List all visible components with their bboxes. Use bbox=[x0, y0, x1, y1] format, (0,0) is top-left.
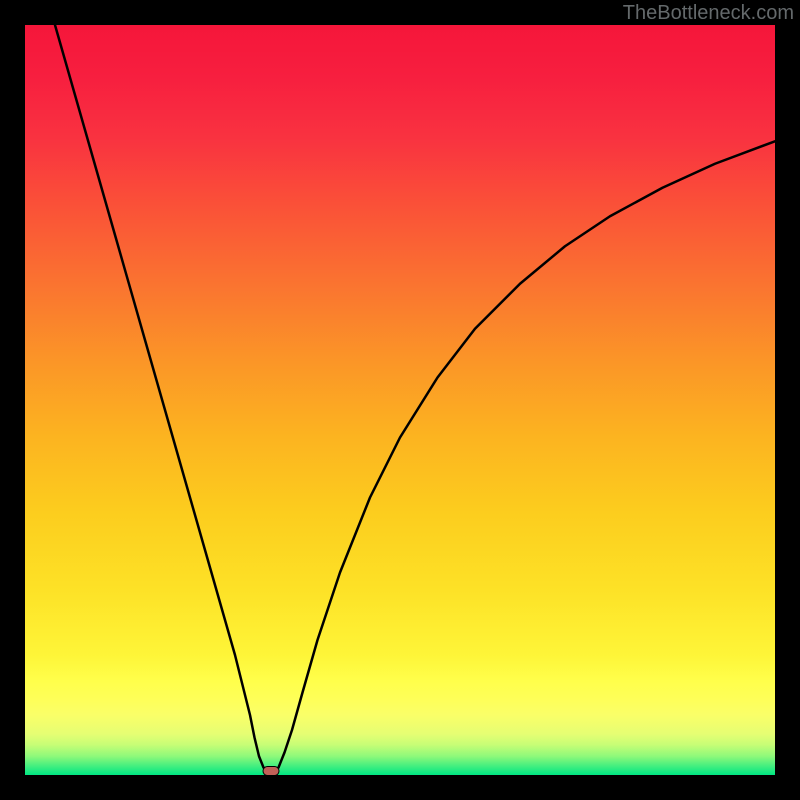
bottleneck-curve bbox=[25, 25, 775, 775]
trough-marker bbox=[263, 766, 280, 775]
plot-area bbox=[25, 25, 775, 775]
watermark-text: TheBottleneck.com bbox=[623, 2, 794, 25]
